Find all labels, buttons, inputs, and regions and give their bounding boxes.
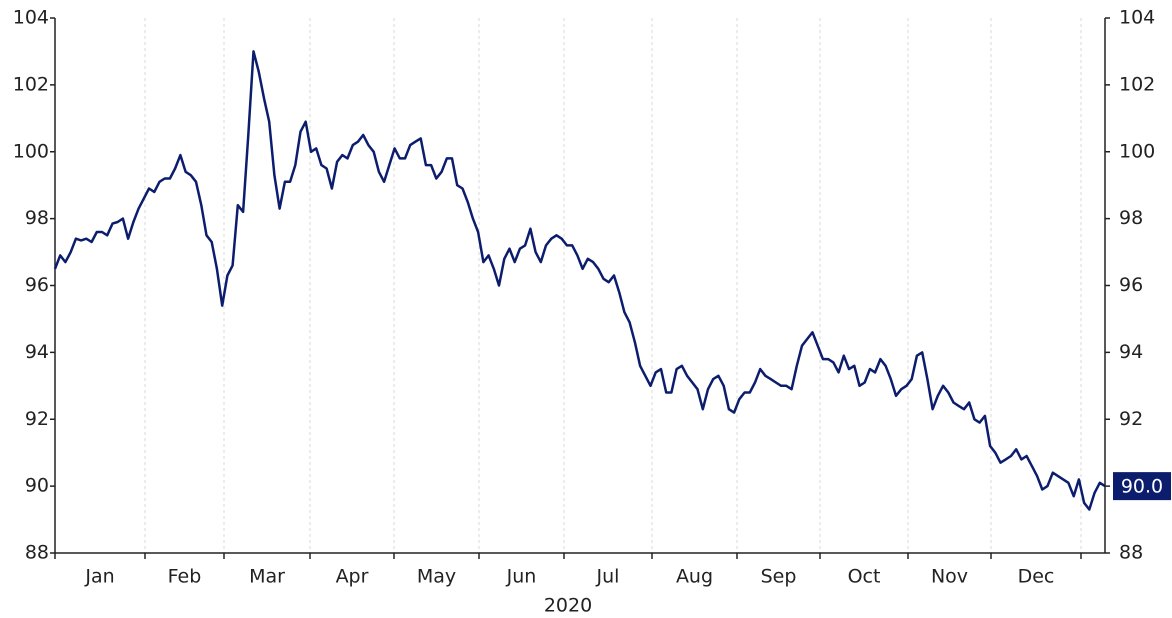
x-axis-label: 2020 xyxy=(544,595,592,617)
y-tick-label: 102 xyxy=(13,73,49,95)
x-tick-label: Mar xyxy=(249,566,285,588)
y-tick-label: 100 xyxy=(13,140,49,162)
x-tick-label: Apr xyxy=(336,566,369,588)
y-tick-label: 104 xyxy=(13,7,49,29)
x-tick-label: Jun xyxy=(506,566,537,588)
y2-tick-label: 102 xyxy=(1119,73,1155,95)
y2-tick-label: 98 xyxy=(1119,207,1143,229)
x-tick-label: Jan xyxy=(84,566,114,588)
x-tick-label: Dec xyxy=(1018,566,1055,588)
y-tick-label: 96 xyxy=(25,274,49,296)
data-line xyxy=(53,50,1106,511)
y-tick-label: 90 xyxy=(25,475,49,497)
y2-tick-label: 88 xyxy=(1119,542,1143,564)
x-tick-label: May xyxy=(417,566,456,588)
y-tick-label: 88 xyxy=(25,542,49,564)
end-label-box xyxy=(1113,472,1171,501)
y-tick-label: 94 xyxy=(25,341,49,363)
end-label: 90.0 xyxy=(1121,476,1163,498)
x-tick-label: Nov xyxy=(931,566,968,588)
x-tick-label: Feb xyxy=(168,566,202,588)
y2-tick-label: 94 xyxy=(1119,341,1143,363)
x-tick-label: Oct xyxy=(848,566,881,588)
x-tick-label: Aug xyxy=(676,566,713,588)
x-tick-label: Sep xyxy=(761,566,797,588)
x-tick-label: Jul xyxy=(596,566,620,588)
y-tick-label: 98 xyxy=(25,207,49,229)
y2-tick-label: 100 xyxy=(1119,140,1155,162)
y2-tick-label: 104 xyxy=(1119,7,1155,29)
y-tick-label: 92 xyxy=(25,408,49,430)
y2-tick-label: 92 xyxy=(1119,408,1143,430)
y2-tick-label: 96 xyxy=(1119,274,1143,296)
